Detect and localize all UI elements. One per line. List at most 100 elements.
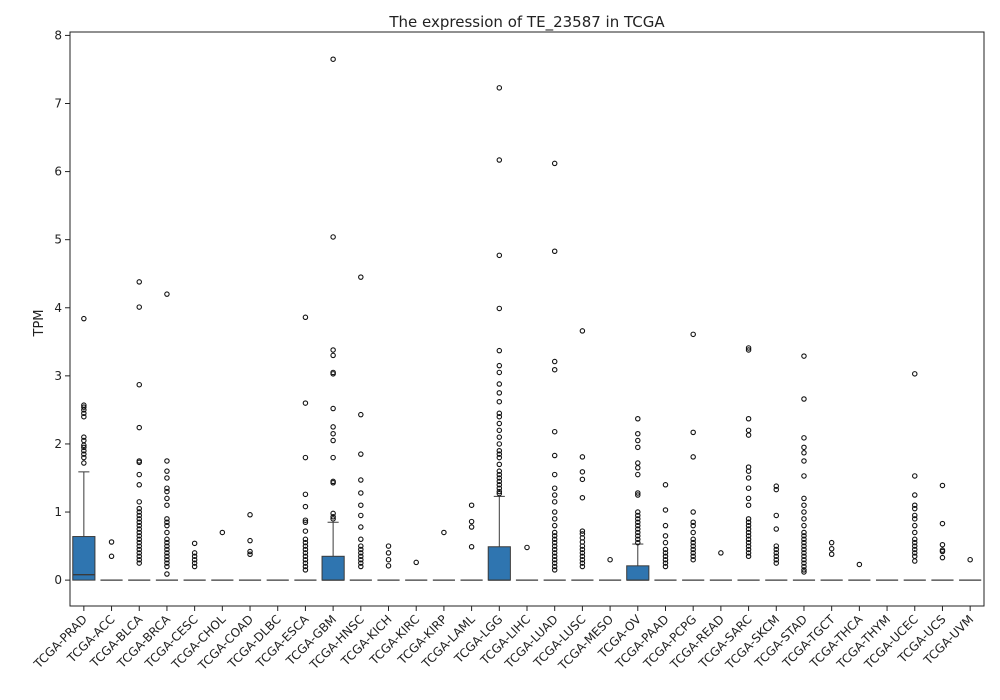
outlier-point <box>81 434 87 440</box>
outlier-point <box>912 505 918 512</box>
outlier-point <box>164 475 170 481</box>
outlier-point <box>690 543 696 549</box>
outlier-point <box>745 536 752 543</box>
outlier-point <box>745 502 752 508</box>
outlier-point <box>247 537 253 544</box>
outlier-point <box>801 560 807 566</box>
outlier-point <box>496 157 503 163</box>
outlier-point <box>247 548 253 555</box>
outlier-point <box>635 529 641 536</box>
outlier-point <box>690 539 696 546</box>
outlier-point <box>136 553 142 560</box>
outlier-point <box>635 460 641 466</box>
outlier-point <box>745 519 752 525</box>
outlier-point <box>801 435 807 441</box>
outlier-point <box>551 358 558 365</box>
outlier-point <box>81 454 87 461</box>
outlier-point <box>302 528 309 534</box>
outlier-point <box>551 522 558 529</box>
box-tcga-gbm <box>321 555 345 581</box>
outlier-point <box>496 362 503 369</box>
outlier-point <box>662 507 669 513</box>
outlier-point <box>690 519 696 525</box>
outlier-point <box>912 473 918 479</box>
outlier-point <box>164 495 170 502</box>
outlier-point <box>912 543 918 549</box>
outlier-point <box>551 529 558 536</box>
outlier-point <box>635 512 641 519</box>
outlier-point <box>745 546 752 553</box>
outlier-point <box>718 550 724 556</box>
outlier-point <box>330 424 336 430</box>
outlier-point <box>690 556 696 563</box>
outlier-point <box>302 563 309 570</box>
outlier-point <box>81 442 87 449</box>
outlier-point <box>690 522 696 529</box>
outlier-point <box>745 553 752 560</box>
outlier-point <box>745 516 752 522</box>
outlier-point <box>358 546 364 553</box>
outlier-point <box>330 510 336 517</box>
outlier-point <box>302 503 309 510</box>
outlier-point <box>385 550 392 556</box>
outlier-point <box>302 550 309 556</box>
outlier-point <box>330 371 336 377</box>
outlier-point <box>579 550 586 556</box>
outlier-point <box>164 291 170 297</box>
outlier-point <box>164 519 170 525</box>
outlier-point <box>551 543 558 549</box>
outlier-point <box>358 274 364 280</box>
outlier-point <box>551 546 558 553</box>
outlier-point <box>136 556 142 563</box>
outlier-point <box>801 516 807 522</box>
outlier-point <box>330 480 336 486</box>
box-tcga-ov <box>626 565 650 581</box>
outlier-point <box>358 550 364 556</box>
outlier-point <box>828 539 835 546</box>
outlier-point <box>496 475 503 481</box>
outlier-point <box>745 522 752 529</box>
outlier-point <box>358 524 364 530</box>
outlier-point <box>773 546 780 553</box>
outlier-point <box>164 485 170 491</box>
outlier-point <box>745 526 752 532</box>
outlier-point <box>496 390 503 396</box>
outlier-point <box>801 563 807 570</box>
plot-frame <box>69 31 985 607</box>
outlier-point <box>302 519 309 525</box>
outlier-point <box>330 347 336 353</box>
y-tick-label: 4 <box>54 301 62 315</box>
outlier-point <box>551 499 558 505</box>
outlier-point <box>551 539 558 546</box>
outlier-point <box>302 539 309 546</box>
outlier-point <box>164 563 170 570</box>
outlier-point <box>635 522 641 529</box>
outlier-point <box>912 492 918 498</box>
outlier-point <box>247 551 253 558</box>
outlier-point <box>496 478 503 485</box>
outlier-point <box>164 468 170 474</box>
outlier-point <box>496 490 503 497</box>
outlier-point <box>801 529 807 536</box>
outlier-point <box>496 485 503 491</box>
outlier-point <box>358 556 364 563</box>
outlier-point <box>247 512 253 518</box>
outlier-point <box>108 539 115 545</box>
outlier-point <box>302 567 309 573</box>
outlier-point <box>801 495 807 502</box>
outlier-point <box>81 315 87 322</box>
outlier-point <box>136 546 142 553</box>
outlier-point <box>912 512 918 519</box>
outlier-point <box>81 413 87 420</box>
outlier-point <box>773 512 780 519</box>
outlier-point <box>635 533 641 539</box>
outlier-point <box>551 567 558 573</box>
outlier-point <box>551 366 558 373</box>
outlier-point <box>912 536 918 543</box>
outlier-point <box>745 468 752 474</box>
outlier-point <box>579 528 586 534</box>
outlier-point <box>136 533 142 539</box>
outlier-point <box>828 551 835 558</box>
outlier-point <box>662 553 669 560</box>
outlier-point <box>662 560 669 566</box>
